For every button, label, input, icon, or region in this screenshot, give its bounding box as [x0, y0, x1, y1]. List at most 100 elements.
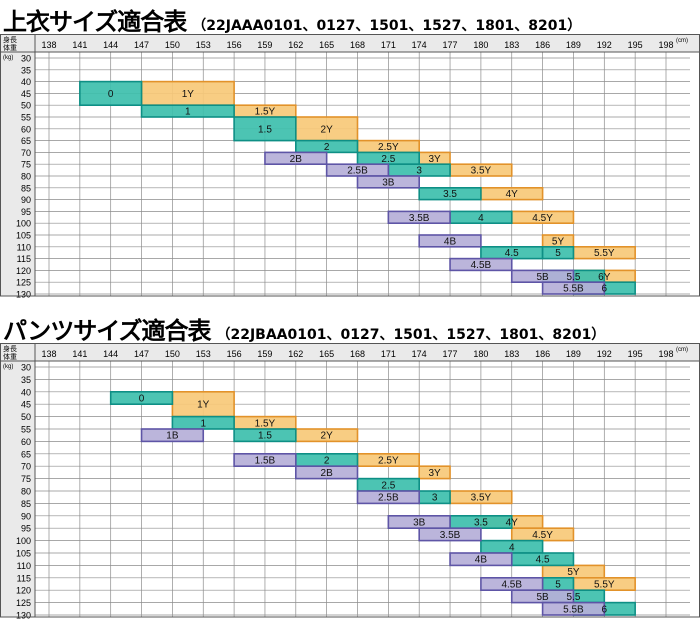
x-tick-label: 147: [134, 349, 149, 359]
x-tick-label: 171: [381, 349, 396, 359]
size-region-1.5B: [233, 453, 297, 468]
x-tick-label: 156: [227, 349, 242, 359]
y-tick-label: 50: [21, 412, 31, 422]
x-tick-label: 138: [41, 349, 56, 359]
size-label-4Y: 4Y: [506, 189, 519, 200]
y-tick-label: 60: [21, 437, 31, 447]
size-label-6Y: 6Y: [598, 272, 611, 283]
size-label-3: 3: [432, 493, 438, 504]
y-tick-label: 30: [21, 363, 31, 373]
size-label-3.5Y: 3.5Y: [471, 166, 492, 177]
size-label-4B: 4B: [475, 555, 488, 566]
y-tick-label: 110: [17, 242, 31, 252]
size-region-0: [109, 390, 174, 405]
size-label-5.5: 5.5: [566, 272, 580, 283]
size-label-5B: 5B: [536, 592, 549, 603]
size-label-5: 5: [555, 248, 561, 259]
y-tick-label: 80: [21, 172, 31, 182]
y-tick-label: 105: [16, 549, 31, 559]
size-label-4.5Y: 4.5Y: [532, 213, 553, 224]
size-label-2Y: 2Y: [321, 431, 334, 442]
size-label-1.5B: 1.5B: [255, 456, 276, 467]
chart-title-jacket: 上衣サイズ適合表 （22JAAA0101、0127、1501、1527、1801、…: [3, 2, 581, 37]
size-region-3Y: [418, 465, 451, 480]
weight-axis-label: 体重: [3, 352, 17, 361]
height-axis-label: 身長: [3, 344, 17, 353]
size-label-4B: 4B: [444, 236, 457, 247]
x-tick-label: 177: [443, 40, 458, 50]
size-region-5.5B: [541, 281, 606, 295]
y-tick-label: 85: [21, 183, 31, 193]
size-label-3B: 3B: [382, 177, 395, 188]
y-tick-label: 50: [21, 101, 31, 111]
chart-title-pants: パンツサイズ適合表 （22JBAA0101、0127、1501、1527、1801…: [3, 311, 605, 346]
y-tick-label: 85: [21, 499, 31, 509]
size-region-2B: [294, 465, 359, 480]
size-label-5.5: 5.5: [566, 592, 580, 603]
size-region-5.5B: [541, 601, 606, 616]
size-label-3: 3: [416, 166, 422, 177]
size-region-0: [79, 80, 143, 106]
x-tick-label: 141: [72, 349, 87, 359]
size-label-5.5B: 5.5B: [563, 284, 584, 295]
size-label-2: 2: [324, 142, 330, 153]
y-tick-label: 90: [21, 195, 31, 205]
x-tick-label: 195: [628, 349, 643, 359]
x-tick-label: 141: [72, 40, 87, 50]
y-axis-header: [0, 343, 35, 617]
size-region-3B: [356, 175, 421, 189]
size-label-4.5: 4.5: [505, 248, 519, 259]
size-region-1Y: [171, 390, 235, 418]
x-tick-label: 156: [227, 40, 242, 50]
size-region-1B: [140, 428, 205, 443]
size-label-5.5B: 5.5B: [563, 604, 584, 615]
size-label-1.5Y: 1.5Y: [255, 107, 276, 118]
y-tick-label: 125: [16, 278, 31, 288]
y-tick-label: 100: [16, 219, 31, 229]
size-label-4: 4: [478, 213, 484, 224]
size-label-3.5Y: 3.5Y: [471, 493, 492, 504]
x-tick-label: 174: [412, 40, 427, 50]
size-label-0: 0: [108, 89, 114, 100]
size-label-2.5Y: 2.5Y: [378, 456, 399, 467]
size-label-5.5Y: 5.5Y: [594, 248, 615, 259]
size-region-3.5: [418, 187, 482, 201]
x-tick-label: 150: [165, 349, 180, 359]
chart-title-pants-code: （22JBAA0101、0127、1501、1527、1801、8201）: [216, 327, 606, 343]
x-tick-label: 195: [628, 40, 643, 50]
size-label-3B: 3B: [413, 518, 426, 529]
y-tick-label: 40: [21, 387, 31, 397]
y-tick-label: 95: [21, 207, 31, 217]
weight-axis-label: 体重: [3, 43, 17, 52]
size-label-2B: 2B: [321, 468, 334, 479]
chart-title-jacket-main: 上衣サイズ適合表: [3, 8, 187, 36]
y-tick-label: 95: [21, 524, 31, 534]
size-label-4.5B: 4.5B: [471, 260, 492, 271]
size-label-5Y: 5Y: [567, 567, 580, 578]
size-label-5: 5: [555, 580, 561, 591]
y-tick-label: 55: [21, 425, 31, 435]
y-tick-label: 130: [16, 290, 31, 300]
x-tick-label: 192: [597, 40, 612, 50]
x-tick-label: 153: [196, 40, 211, 50]
size-label-1B: 1B: [166, 431, 179, 442]
x-tick-label: 159: [257, 40, 272, 50]
size-label-1.5: 1.5: [258, 124, 272, 135]
y-tick-label: 65: [21, 449, 31, 459]
size-label-3.5B: 3.5B: [440, 530, 461, 541]
x-tick-label: 186: [535, 40, 550, 50]
y-tick-label: 60: [21, 124, 31, 134]
size-region-4B: [418, 234, 482, 248]
size-label-6: 6: [602, 284, 608, 295]
y-tick-label: 80: [21, 487, 31, 497]
x-tick-label: 174: [412, 349, 427, 359]
size-label-3Y: 3Y: [429, 154, 442, 165]
weight-unit-label: (kg): [3, 55, 13, 61]
x-tick-label: 171: [381, 40, 396, 50]
size-label-1Y: 1Y: [197, 400, 210, 411]
size-label-3.5B: 3.5B: [409, 213, 430, 224]
x-axis-header: [0, 34, 700, 52]
x-tick-label: 189: [566, 349, 581, 359]
size-region-2B: [264, 151, 328, 166]
